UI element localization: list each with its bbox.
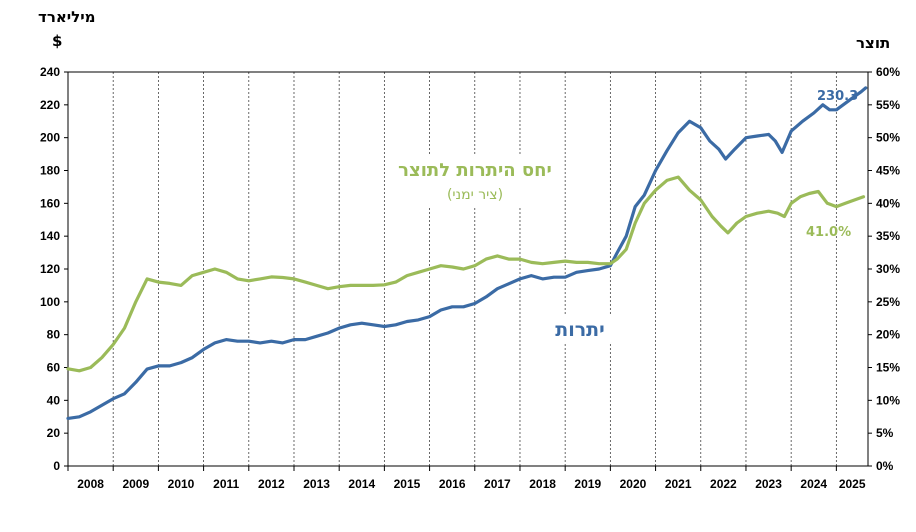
- right-tick-label: 0%: [876, 459, 894, 473]
- right-tick-label: 5%: [876, 426, 894, 440]
- right-tick-label: 25%: [876, 295, 900, 309]
- x-tick-label: 2017: [484, 477, 511, 491]
- grid-lines: [112, 72, 837, 466]
- left-tick-label: 40: [47, 393, 61, 407]
- left-axis-unit-line2: $: [52, 32, 63, 50]
- x-tick-label: 2014: [348, 477, 375, 491]
- left-tick-label: 0: [53, 459, 60, 473]
- series-line-1: [66, 175, 866, 373]
- x-tick-label: 2013: [303, 477, 330, 491]
- right-tick-label: 15%: [876, 361, 900, 375]
- left-tick-label: 180: [40, 164, 60, 178]
- right-tick-label: 20%: [876, 328, 900, 342]
- right-tick-label: 45%: [876, 164, 900, 178]
- left-tick-label: 20: [47, 426, 61, 440]
- left-tick-label: 160: [40, 196, 60, 210]
- x-tick-label: 2022: [710, 477, 737, 491]
- right-tick-label: 50%: [876, 131, 900, 145]
- reserves-label-bg: [540, 314, 620, 344]
- right-tick-label: 60%: [876, 65, 900, 79]
- ratio-series-subtitle: (ציר ימני): [447, 187, 503, 203]
- reserves-end-value: 230.3: [817, 89, 858, 104]
- right-tick-label: 30%: [876, 262, 900, 276]
- right-tick-label: 55%: [876, 98, 900, 112]
- left-tick-label: 120: [40, 262, 60, 276]
- left-tick-label: 60: [47, 361, 61, 375]
- x-tick-label: 2025: [839, 477, 866, 491]
- ratio-end-value: 41.0%: [806, 225, 851, 240]
- x-tick-label: 2011: [213, 477, 239, 491]
- left-tick-label: 200: [40, 131, 60, 145]
- x-tick-label: 2020: [620, 477, 647, 491]
- x-tick-label: 2016: [439, 477, 466, 491]
- right-tick-label: 10%: [876, 393, 900, 407]
- right-axis-unit: תוצר: [856, 34, 891, 52]
- x-tick-label: 2008: [77, 477, 104, 491]
- labels: יתרות יחס היתרות לתוצר (ציר ימני) 230.3 41.0…: [390, 89, 858, 344]
- left-tick-label: 80: [47, 328, 61, 342]
- x-tick-label: 2009: [122, 477, 149, 491]
- x-tick-label: 2012: [258, 477, 285, 491]
- left-tick-label: 240: [40, 65, 60, 79]
- left-tick-label: 140: [40, 229, 60, 243]
- x-tick-label: 2023: [755, 477, 782, 491]
- right-tick-label: 40%: [876, 196, 900, 210]
- reserves-series-label: יתרות: [555, 319, 605, 341]
- x-tick-label: 2021: [665, 477, 692, 491]
- ratio-label-bg: [390, 154, 560, 206]
- x-tick-label: 2024: [800, 477, 827, 491]
- axes: 0 20 40 60 80 100 120 140 160 180 200 220 240 0% 5% 10%…: [40, 65, 900, 491]
- series-layer: [66, 86, 868, 420]
- x-tick-label: 2019: [574, 477, 601, 491]
- ratio-series-label: יחס היתרות לתוצר: [398, 160, 552, 181]
- left-tick-label: 100: [40, 295, 60, 309]
- right-tick-label: 35%: [876, 229, 900, 243]
- left-axis-unit-line1: מיליארד: [38, 8, 96, 26]
- left-tick-label: 220: [40, 98, 60, 112]
- x-tick-label: 2015: [394, 477, 421, 491]
- series-line-0: [66, 86, 868, 420]
- x-tick-label: 2010: [168, 477, 195, 491]
- x-tick-label: 2018: [529, 477, 556, 491]
